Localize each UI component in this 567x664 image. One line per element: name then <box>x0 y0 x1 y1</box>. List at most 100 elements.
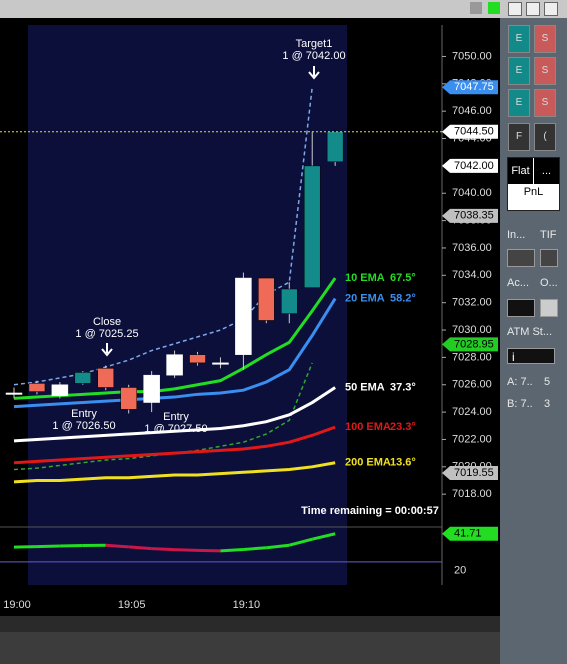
dropdown[interactable] <box>507 249 535 267</box>
candle-body <box>258 277 275 321</box>
ema-name: 20 EMA <box>345 292 385 304</box>
ema-angle: 37.3° <box>390 381 416 393</box>
scrollbar[interactable] <box>0 616 500 632</box>
dropdown[interactable] <box>540 249 558 267</box>
y-tick-label: 7026.00 <box>452 379 492 391</box>
buy-button[interactable]: E <box>508 25 530 53</box>
annotation: 1 @ 7042.00 <box>282 50 345 62</box>
sell-button[interactable]: S <box>534 89 556 117</box>
sell-button[interactable]: S <box>534 57 556 85</box>
candle-body <box>326 131 344 163</box>
y-tick-label: 7034.00 <box>452 269 492 281</box>
calculator[interactable] <box>540 299 558 317</box>
time-remaining: Time remaining = 00:00:57 <box>301 505 439 517</box>
ema-line <box>13 461 336 484</box>
indicator-marker-label: 41.71 <box>454 528 482 540</box>
ema-angle: 13.6° <box>390 457 416 469</box>
price-marker <box>442 80 498 95</box>
ask-size: 5 <box>544 376 551 388</box>
flatten-button[interactable]: F <box>508 123 530 151</box>
candle-body <box>303 165 321 288</box>
y-tick-label: 7032.00 <box>452 297 492 309</box>
field-label: In... <box>507 229 526 241</box>
indicator-segment <box>13 545 37 549</box>
pnl: PnL <box>523 186 544 198</box>
reverse-button[interactable]: ( <box>534 123 556 151</box>
ema-name: 50 EMA <box>345 381 385 393</box>
candle-body <box>235 277 252 355</box>
x-tick-label: 19:10 <box>233 599 261 611</box>
annotation: 1 @ 7026.50 <box>52 420 115 432</box>
session-shading <box>28 25 347 585</box>
y-tick-label: 7022.00 <box>452 433 492 445</box>
dropdown[interactable] <box>507 299 535 317</box>
price-marker-label: 7042.00 <box>454 160 494 172</box>
price-marker-label: 7019.55 <box>454 467 494 479</box>
arrow <box>308 66 320 80</box>
buy-button[interactable]: E <box>508 57 530 85</box>
annotation: Target1 <box>296 38 333 50</box>
indicator-segment <box>197 548 221 553</box>
ask: A: 7.. <box>507 376 533 388</box>
candle-body <box>120 387 137 410</box>
price-marker-label: 7044.50 <box>454 126 494 138</box>
candle-body <box>212 362 229 365</box>
sell-button[interactable]: S <box>534 25 556 53</box>
indicator-segment <box>311 532 336 541</box>
price-marker <box>442 158 498 173</box>
ema-angle: 23.3° <box>390 421 416 433</box>
title-bar <box>0 0 567 18</box>
field-label: Ac... <box>507 277 530 289</box>
chart: Time remaining = 00:00:57 Target1 1 @ 70… <box>0 18 500 632</box>
price-marker-label: 7047.75 <box>454 81 494 93</box>
indicator-segment <box>128 545 152 551</box>
candle-body <box>281 288 298 314</box>
x-tick-label: 19:00 <box>3 599 31 611</box>
field-label: TIF <box>540 229 557 241</box>
ema-name: 10 EMA <box>345 272 385 284</box>
ema-name: 200 EMA <box>345 457 391 469</box>
price-marker-label: 7028.95 <box>454 338 494 350</box>
candle-body <box>51 384 69 396</box>
candle-body <box>189 354 206 364</box>
price-marker <box>442 124 498 139</box>
window-button[interactable] <box>488 2 500 14</box>
position-more: ... <box>534 158 559 184</box>
ema-angle: 58.2° <box>390 292 416 304</box>
field-label: O... <box>540 277 558 289</box>
position-box: Flat ... PnL <box>507 157 560 211</box>
indicator-segment <box>174 548 198 552</box>
y-tick-label: 7036.00 <box>452 242 492 254</box>
price-marker <box>442 208 498 223</box>
window-button[interactable] <box>544 2 558 16</box>
buy-button[interactable]: E <box>508 89 530 117</box>
position: Flat <box>508 158 533 184</box>
annotation: Entry <box>71 408 97 420</box>
indicator-segment <box>59 544 83 548</box>
indicator-segment <box>288 537 313 547</box>
window-button[interactable] <box>526 2 540 16</box>
field-label: ATM St... <box>507 326 553 338</box>
annotation: Close <box>93 316 121 328</box>
arrow <box>101 343 113 357</box>
ema-line <box>13 425 336 465</box>
candle-body <box>5 392 23 395</box>
indicator-segment <box>266 543 290 550</box>
bid-size: 3 <box>544 398 551 410</box>
y-tick-label: 7018.00 <box>452 488 492 500</box>
y-tick-label: 7050.00 <box>452 50 492 62</box>
atm-dropdown[interactable]: i <box>507 348 555 364</box>
window-button[interactable] <box>508 2 522 16</box>
candle-body <box>166 354 183 376</box>
annotation: Entry <box>163 411 189 423</box>
indicator-segment <box>105 543 129 549</box>
x-tick-label: 19:05 <box>118 599 146 611</box>
window-button[interactable] <box>470 2 482 14</box>
bid: B: 7.. <box>507 398 533 410</box>
indicator-marker <box>442 526 498 541</box>
price-marker <box>442 465 498 480</box>
candle-body <box>74 372 92 384</box>
price-marker <box>442 337 498 352</box>
candle-body <box>97 368 115 388</box>
